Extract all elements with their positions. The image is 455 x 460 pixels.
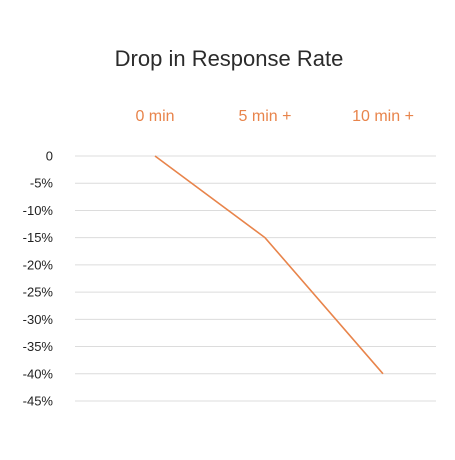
y-tick-label: -35%	[23, 339, 54, 354]
y-tick-label: -10%	[23, 203, 54, 218]
y-axis-ticks: 0 -5% -10% -15% -20% -25% -30% -35% -40% -45%	[23, 149, 54, 409]
series-group	[154, 155, 384, 375]
chart-title: Drop in Response Rate	[115, 46, 344, 71]
series-line	[154, 155, 384, 375]
y-tick-label: -40%	[23, 366, 54, 381]
x-tick-label: 10 min +	[352, 108, 414, 125]
x-axis-ticks: 0 min 5 min + 10 min +	[135, 108, 413, 125]
x-tick-label: 0 min	[135, 108, 174, 125]
y-tick-label: -45%	[23, 394, 54, 409]
y-tick-label: -20%	[23, 257, 54, 272]
y-tick-label: -15%	[23, 230, 54, 245]
grid-lines	[75, 155, 436, 402]
y-tick-label: -30%	[23, 312, 54, 327]
x-tick-label: 5 min +	[239, 108, 292, 125]
y-tick-label: -5%	[30, 176, 54, 191]
y-tick-label: 0	[46, 149, 53, 164]
y-tick-label: -25%	[23, 285, 54, 300]
